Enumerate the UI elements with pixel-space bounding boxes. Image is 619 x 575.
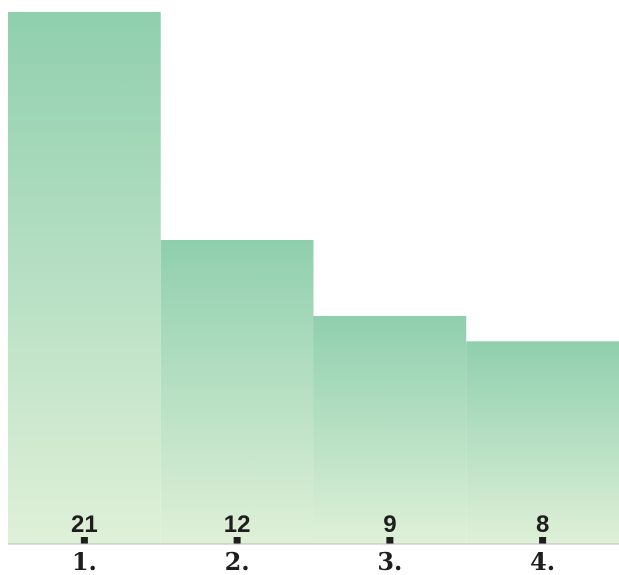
bar-marker-2 (233, 537, 241, 544)
category-label-4: 4. (530, 547, 555, 575)
bar-4 (466, 341, 619, 544)
category-label-1: 1. (72, 547, 97, 575)
value-labels-group: 21 12 9 8 (71, 511, 549, 538)
value-label-1: 21 (71, 511, 98, 538)
bar-2 (160, 240, 314, 544)
bar-marker-3 (386, 537, 394, 544)
value-label-4: 8 (536, 511, 549, 538)
bar-marker-4 (539, 537, 547, 544)
bars-group (8, 12, 619, 544)
bar-3 (313, 316, 467, 544)
markers-group (80, 537, 547, 544)
bar-marker-1 (80, 537, 88, 544)
category-labels-group: 1. 2. 3. 4. (72, 547, 555, 575)
bar-1 (8, 12, 161, 544)
value-label-3: 9 (383, 511, 396, 538)
value-label-2: 12 (224, 511, 251, 538)
category-label-2: 2. (225, 547, 250, 575)
category-label-3: 3. (377, 547, 402, 575)
